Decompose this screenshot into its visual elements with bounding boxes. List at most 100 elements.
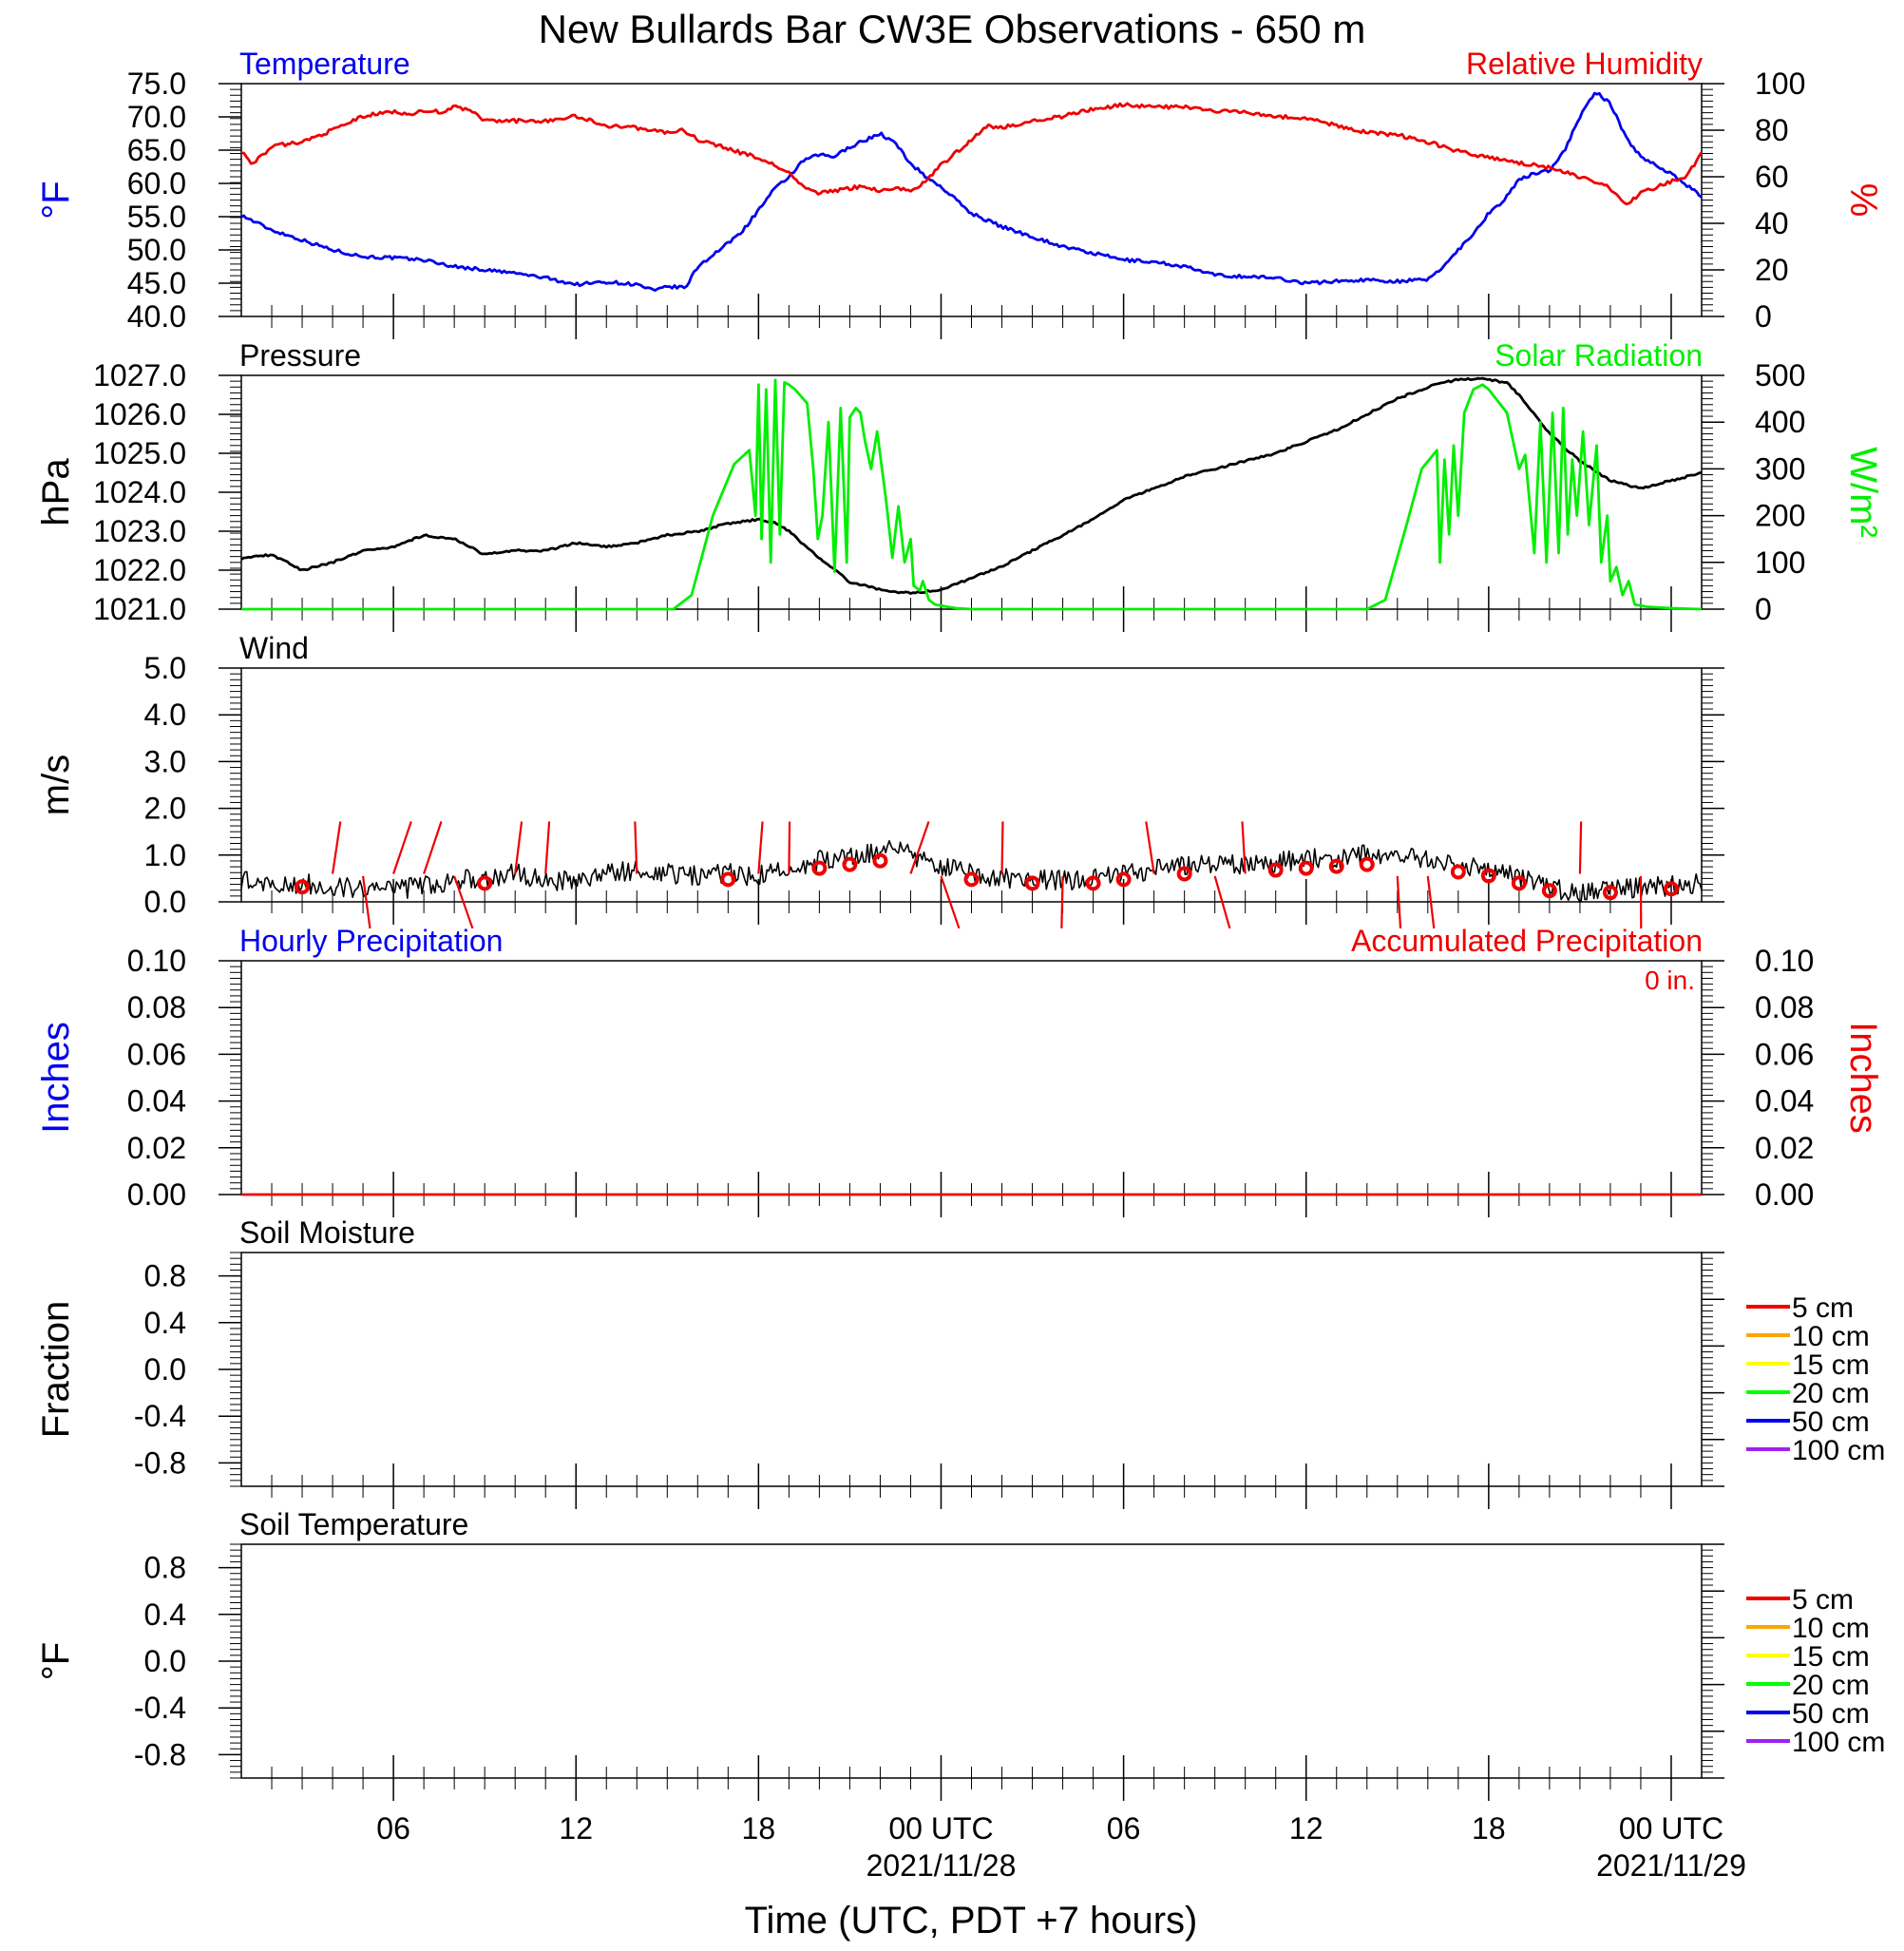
wind-barb [1241,821,1247,874]
wind-calm-marker [842,856,858,872]
x-date-label: 2021/11/29 [1596,1848,1746,1883]
wind-barb [909,821,930,874]
x-axis-label: Time (UTC, PDT +7 hours) [745,1900,1198,1941]
left-tick-label: 1.0 [144,838,186,872]
left-tick-label: 0.0 [144,885,186,919]
left-tick-label: 0.0 [144,1644,186,1678]
wind-calm-marker [1176,866,1192,882]
left-tick-label: 45.0 [127,266,186,300]
wind-calm-marker [1085,875,1101,891]
left-tick-label: 50.0 [127,233,186,267]
legend-label: 10 cm [1792,1321,1870,1352]
right-tick-label: 0.08 [1755,990,1814,1024]
left-tick-label: 40.0 [127,299,186,334]
wind-barb [331,821,342,874]
wind-calm-marker [1480,868,1496,884]
panel-frame [240,374,1703,610]
wind-calm-marker [1541,883,1557,899]
left-tick-label: 65.0 [127,133,186,167]
wind-barb [453,875,474,929]
left-tick-label: 2.0 [144,792,186,826]
x-tick-label: 12 [559,1811,593,1846]
wind-calm-marker [1328,858,1344,874]
right-tick-label: 20 [1755,253,1789,287]
panel-pressure_solar: 1021.0 1022.0 1023.0 1024.0 1025.0 1026.0 1027… [35,338,1884,632]
legend-label: 5 cm [1792,1292,1854,1324]
right-unit-label: % [1842,183,1884,218]
legend-label: 15 cm [1792,1349,1870,1381]
left-tick-label: 0.04 [127,1084,186,1119]
panel-temperature_humidity: 40.045.050.055.060.065.070.075.0 0 20 40 60 8… [35,47,1884,339]
left-tick-label: 3.0 [144,744,186,778]
wind-calm-marker [295,879,311,895]
series-relative-humidity [241,102,1704,206]
wind-barb [1578,821,1583,874]
left-tick-label: 0.00 [127,1177,186,1212]
x-tick-label: 00 UTC [888,1811,993,1846]
wind-calm-marker [1450,864,1466,880]
right-tick-label: 500 [1755,358,1805,392]
right-tick-label: 100 [1755,67,1805,101]
wind-barb [1060,875,1064,928]
left-tick-label: 0.4 [144,1597,186,1632]
left-unit-label: °F [35,181,77,219]
right-tick-label: 40 [1755,206,1789,240]
right-tick-label: 0 [1755,592,1772,626]
panel-frame [240,83,1703,317]
wind-barb [1396,875,1402,929]
right-tick-label: 0.00 [1755,1177,1814,1212]
right-tick-label: 0.10 [1755,944,1814,978]
right-unit-label: Inches [1842,1022,1884,1134]
left-tick-label: -0.4 [134,1399,186,1433]
wind-calm-marker [720,871,736,888]
wind-calm-marker [1663,881,1679,897]
panel-frame [240,1252,1703,1487]
wind-calm-marker [1298,860,1314,876]
left-tick-label: 75.0 [127,67,186,101]
left-tick-label: 0.8 [144,1259,186,1293]
wind-calm-marker [963,871,980,888]
left-tick-label: -0.8 [134,1445,186,1480]
wind-barb [423,821,443,874]
wind-calm-marker [1267,862,1284,878]
panel-soil_moisture: -0.8 -0.4 0.0 0.4 0.8 Soil Moisture Fraction 5 … [35,1215,1885,1509]
left-unit-label: Inches [35,1022,77,1134]
left-tick-label: 1026.0 [93,397,186,431]
left-tick-label: 1024.0 [93,475,186,509]
left-tick-label: 0.10 [127,944,186,978]
x-tick-label: 06 [1107,1811,1141,1846]
panel-left-title: Soil Temperature [239,1507,468,1541]
right-tick-label: 0 [1755,299,1772,334]
left-tick-label: 0.06 [127,1037,186,1071]
left-tick-label: 0.02 [127,1131,186,1165]
left-tick-label: 5.0 [144,651,186,685]
x-tick-label: 12 [1289,1811,1323,1846]
left-tick-label: 1023.0 [93,514,186,548]
panel-left-title: Wind [239,631,309,665]
chart-panels: 40.045.050.055.060.065.070.075.0 0 20 40 60 8… [35,47,1885,1801]
left-tick-label: 0.08 [127,990,186,1024]
panel-frame [240,1543,1703,1779]
panel-frame [240,960,1703,1195]
left-tick-label: 0.8 [144,1551,186,1585]
wind-barb [1000,821,1004,874]
wind-barb [514,821,524,874]
legend-label: 10 cm [1792,1613,1870,1644]
left-tick-label: 4.0 [144,698,186,732]
left-tick-label: 60.0 [127,166,186,201]
left-tick-label: 1025.0 [93,436,186,470]
wind-barb [940,875,961,929]
legend-label: 100 cm [1792,1435,1885,1466]
figure-title: New Bullards Bar CW3E Observations - 650… [539,7,1366,51]
wind-barb [634,821,638,874]
wind-barb [1426,875,1436,929]
panel-left-title: Pressure [239,338,361,373]
left-tick-label: -0.8 [134,1737,186,1771]
left-unit-label: °F [35,1642,77,1680]
right-tick-label: 0.04 [1755,1084,1814,1119]
legend-label: 20 cm [1792,1670,1870,1701]
left-tick-label: 70.0 [127,100,186,134]
series-temperature [240,91,1703,293]
